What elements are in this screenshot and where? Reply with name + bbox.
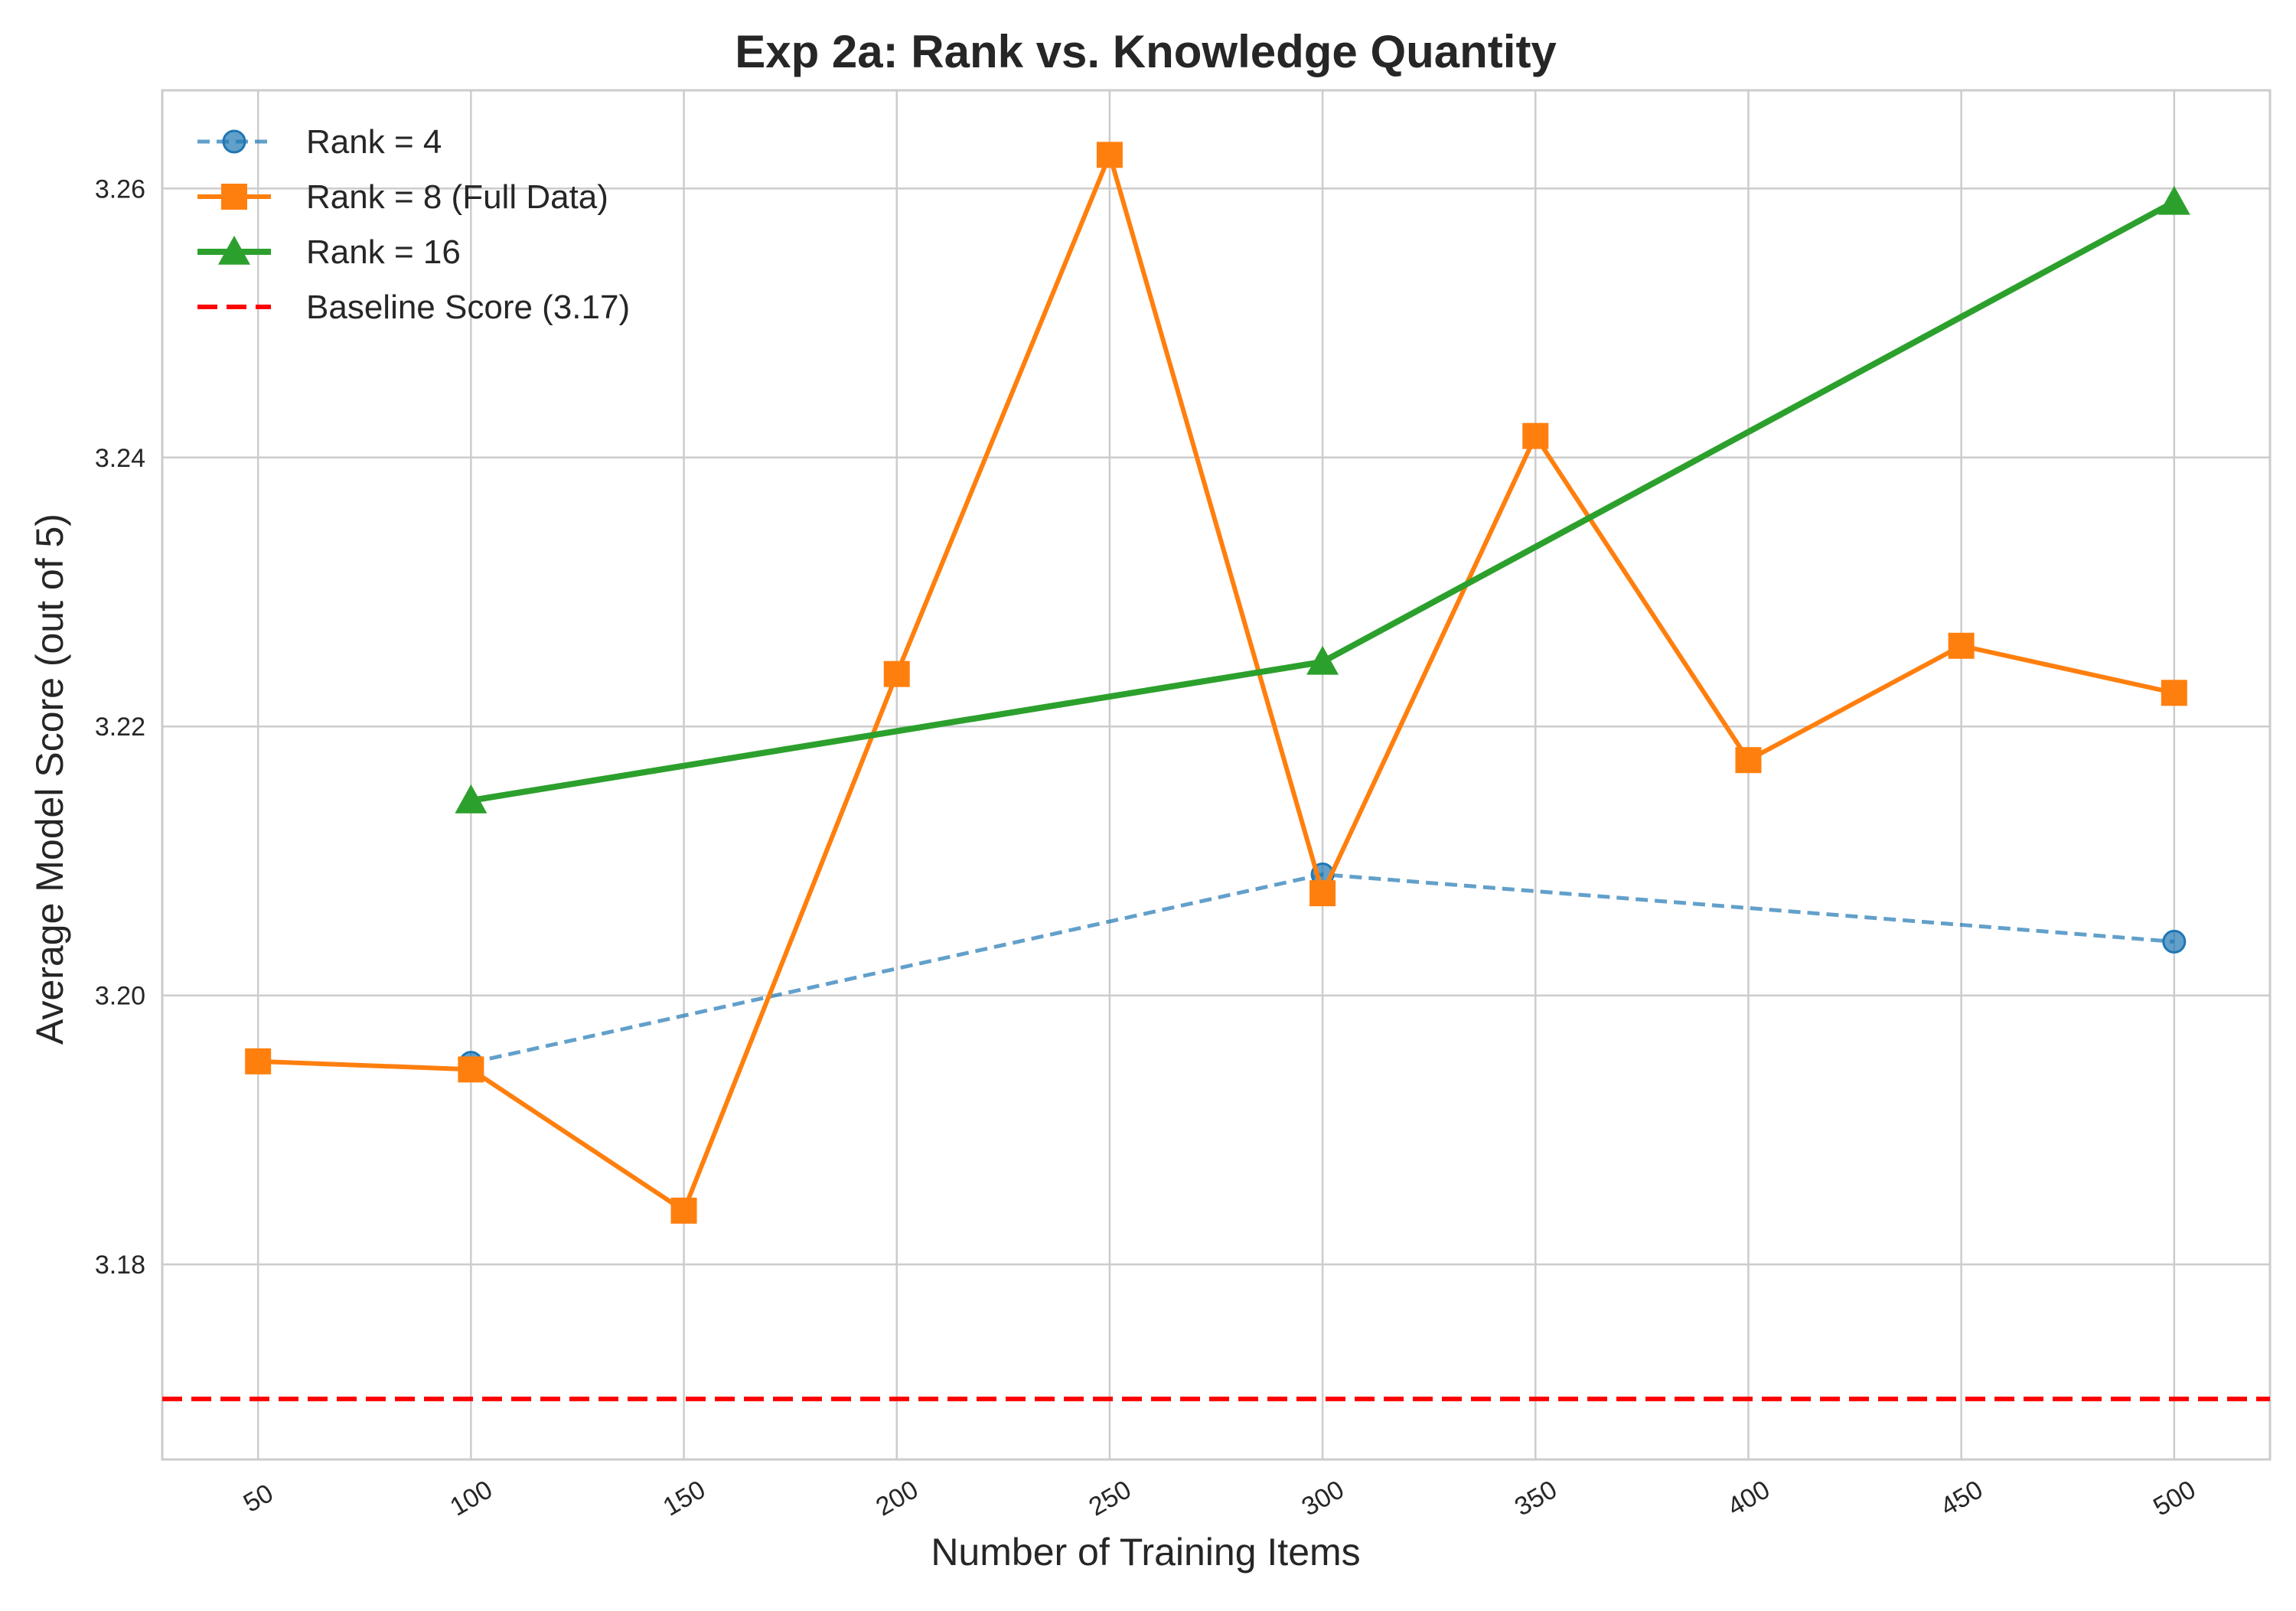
series-line xyxy=(258,152,2175,1213)
plot-area-frame xyxy=(161,89,2272,1461)
y-tick-label: 3.22 xyxy=(95,713,145,742)
data-point xyxy=(458,1056,484,1083)
data-point xyxy=(1522,422,1549,449)
x-tick-label: 500 xyxy=(2148,1475,2200,1521)
data-point xyxy=(2157,185,2190,215)
x-tick-label: 150 xyxy=(658,1475,710,1521)
legend-label: Rank = 16 xyxy=(306,233,461,271)
y-tick-label: 3.24 xyxy=(95,444,145,473)
x-tick-label: 50 xyxy=(239,1479,279,1518)
y-tick-labels: 3.18 3.20 3.22 3.24 3.26 xyxy=(95,174,145,1280)
data-point xyxy=(1309,880,1336,907)
legend-swatch-marker xyxy=(218,236,250,265)
legend-label: Rank = 8 (Full Data) xyxy=(306,178,608,216)
y-tick-label: 3.26 xyxy=(95,174,145,204)
data-point xyxy=(670,1197,697,1224)
data-point xyxy=(455,784,488,814)
chart-title: Exp 2a: Rank vs. Knowledge Quantity xyxy=(735,26,1557,77)
series-layer xyxy=(245,142,2190,1224)
legend-label: Baseline Score (3.17) xyxy=(306,289,630,326)
data-point xyxy=(245,1048,272,1075)
legend: Rank = 4 Rank = 8 (Full Data) Rank = 16 Bas… xyxy=(197,123,630,326)
data-point xyxy=(1735,747,1762,774)
y-tick-label: 3.18 xyxy=(95,1251,145,1280)
data-point xyxy=(1306,645,1339,675)
data-point xyxy=(2161,680,2187,706)
x-tick-label: 350 xyxy=(1510,1475,1562,1521)
legend-swatch-marker xyxy=(222,129,246,154)
x-tick-label: 250 xyxy=(1084,1475,1136,1521)
x-axis-label: Number of Training Items xyxy=(931,1531,1360,1573)
data-point xyxy=(1096,142,1123,168)
data-point xyxy=(1948,632,1975,659)
legend-label: Rank = 4 xyxy=(306,123,442,161)
legend-swatch-marker xyxy=(221,184,247,210)
series-3 xyxy=(455,185,2190,814)
x-tick-label: 400 xyxy=(1723,1475,1775,1521)
x-tick-label: 100 xyxy=(445,1475,497,1521)
x-tick-label: 450 xyxy=(1936,1475,1988,1521)
data-point xyxy=(2162,929,2187,954)
x-tick-label: 200 xyxy=(871,1475,923,1521)
y-tick-label: 3.20 xyxy=(95,982,145,1011)
data-point xyxy=(883,660,910,687)
x-tick-labels: 50 100 150 200 250 300 350 400 450 500 xyxy=(239,1475,2201,1521)
series-2 xyxy=(245,142,2187,1224)
x-tick-label: 300 xyxy=(1297,1475,1349,1521)
y-axis-label: Average Model Score (out of 5) xyxy=(28,514,71,1045)
gridlines xyxy=(162,90,2270,1459)
